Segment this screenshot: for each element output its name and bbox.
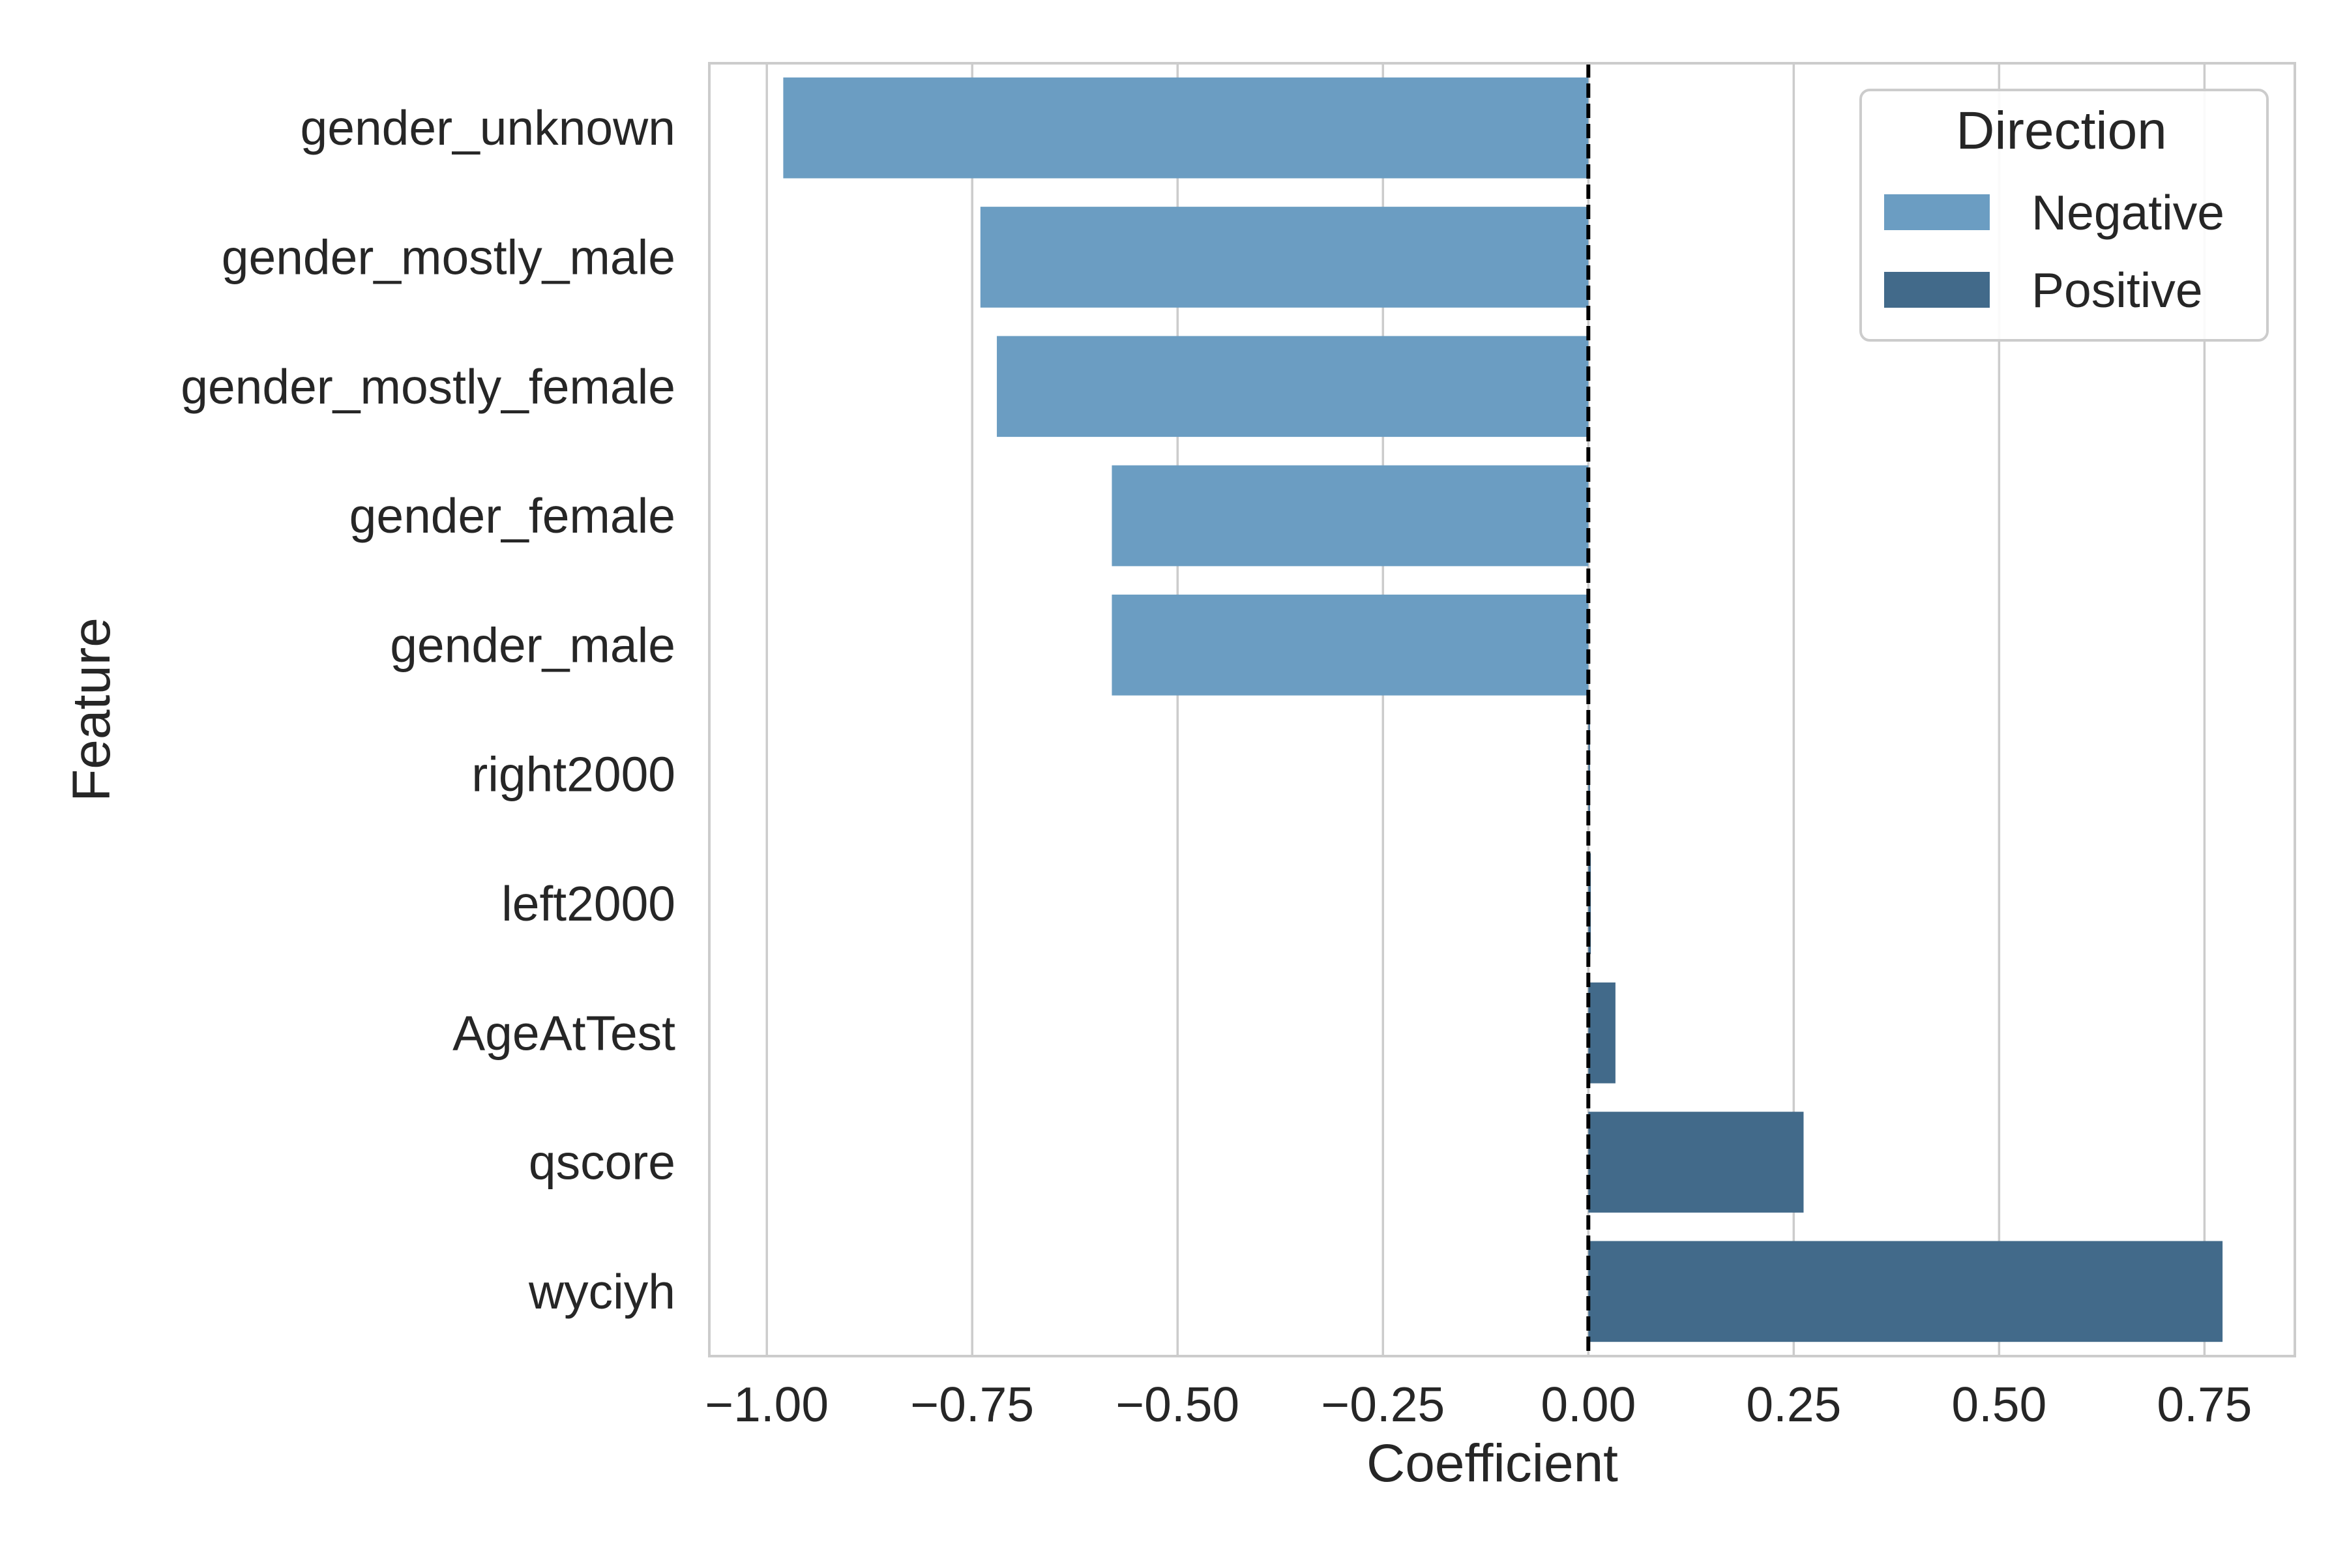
- frame-layer: [708, 62, 2296, 1357]
- x-tick-label: −0.25: [1321, 1377, 1445, 1432]
- y-tick-label: left2000: [501, 876, 675, 931]
- legend-label-positive: Positive: [2031, 263, 2203, 318]
- plot-frame: [708, 62, 2296, 1357]
- y-tick-label: right2000: [471, 747, 675, 802]
- bar-ageattest: [1588, 982, 1616, 1084]
- y-tick-label: gender_mostly_male: [222, 229, 675, 284]
- x-tick-label: −1.00: [705, 1377, 829, 1432]
- x-tick-label: 0.25: [1746, 1377, 1841, 1432]
- y-tick-label: AgeAtTest: [452, 1005, 675, 1060]
- y-tick-label: gender_unknown: [301, 100, 675, 155]
- y-tick-label: gender_male: [390, 617, 675, 672]
- x-tick-label: 0.75: [2157, 1377, 2252, 1432]
- bar-gender-unknown: [783, 77, 1589, 179]
- x-tick-label: −0.50: [1115, 1377, 1239, 1432]
- bar-gender-mostly-male: [980, 207, 1589, 308]
- y-tick-label: qscore: [529, 1135, 675, 1190]
- x-tick-label: −0.75: [910, 1377, 1034, 1432]
- y-tick-label: wyciyh: [528, 1264, 675, 1319]
- bar-wyciyh: [1588, 1241, 2223, 1342]
- bar-layer: [783, 77, 2223, 1342]
- y-tick-label: gender_female: [349, 488, 675, 543]
- bar-gender-female: [1112, 465, 1589, 567]
- y-axis-title: Feature: [62, 617, 121, 802]
- legend-label-negative: Negative: [2031, 185, 2224, 240]
- x-tick-label: 0.00: [1541, 1377, 1636, 1432]
- label-layer: gender_unknown gender_mostly_male gender_m…: [62, 100, 2252, 1493]
- bar-gender-mostly-female: [997, 336, 1589, 437]
- bar-gender-male: [1112, 595, 1589, 696]
- legend-title: Direction: [1956, 101, 2167, 160]
- legend: Direction Negative Positive: [1859, 89, 2269, 342]
- x-axis-title: Coefficient: [1366, 1434, 1618, 1493]
- x-tick-label: 0.50: [1951, 1377, 2046, 1432]
- bar-qscore: [1588, 1112, 1804, 1213]
- y-tick-label: gender_mostly_female: [181, 359, 675, 414]
- legend-swatch-positive: [1884, 272, 1990, 308]
- legend-swatch-negative: [1884, 194, 1990, 230]
